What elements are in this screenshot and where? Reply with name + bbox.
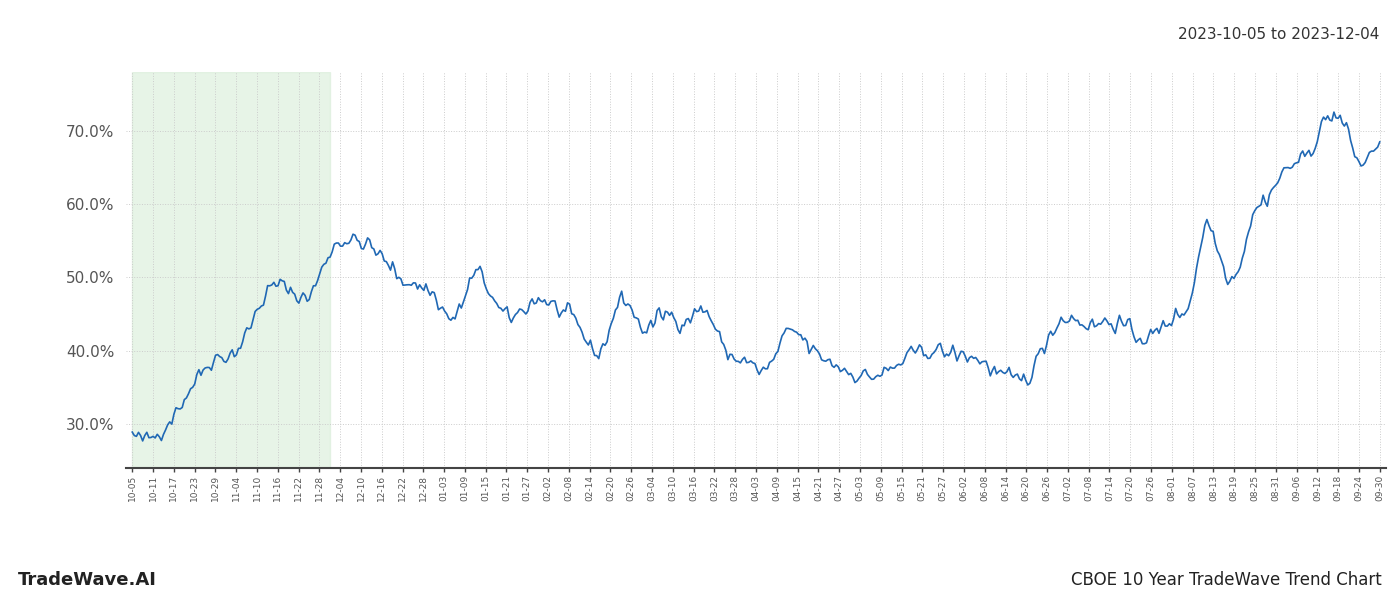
Bar — [132, 72, 330, 468]
Text: CBOE 10 Year TradeWave Trend Chart: CBOE 10 Year TradeWave Trend Chart — [1071, 571, 1382, 589]
Text: 2023-10-05 to 2023-12-04: 2023-10-05 to 2023-12-04 — [1177, 27, 1379, 42]
Text: TradeWave.AI: TradeWave.AI — [18, 571, 157, 589]
